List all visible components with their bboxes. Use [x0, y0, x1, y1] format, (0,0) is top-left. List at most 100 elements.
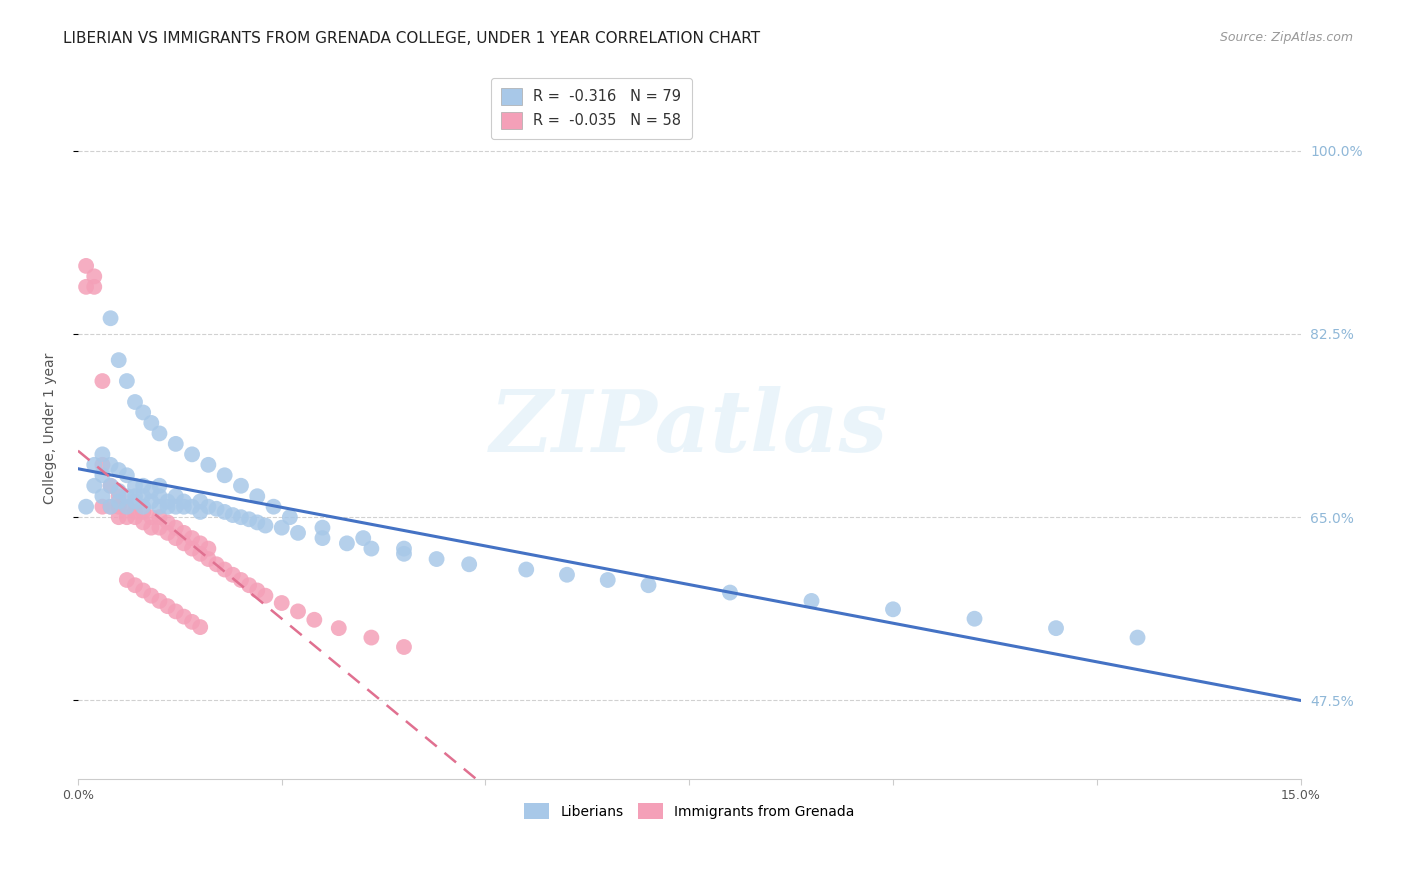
Point — [100, 500, 122, 514]
Point — [515, 562, 537, 576]
Point — [100, 500, 122, 514]
Point — [426, 552, 449, 566]
Point — [132, 583, 155, 598]
Point — [254, 518, 277, 533]
Point — [270, 521, 292, 535]
Point — [115, 500, 138, 514]
Point — [107, 510, 129, 524]
Legend: Liberians, Immigrants from Grenada: Liberians, Immigrants from Grenada — [519, 797, 859, 824]
Point — [132, 479, 155, 493]
Point — [555, 567, 578, 582]
Point — [238, 512, 260, 526]
Point — [637, 578, 659, 592]
Point — [229, 479, 252, 493]
Point — [141, 416, 163, 430]
Point — [75, 500, 97, 514]
Point — [83, 479, 105, 493]
Point — [254, 589, 277, 603]
Point — [458, 558, 481, 572]
Point — [205, 501, 228, 516]
Point — [287, 604, 309, 618]
Point — [100, 479, 122, 493]
Point — [165, 489, 187, 503]
Point — [148, 489, 170, 503]
Point — [124, 489, 146, 503]
Point — [246, 516, 269, 530]
Point — [83, 269, 105, 284]
Point — [214, 505, 236, 519]
Point — [173, 525, 195, 540]
Point — [197, 541, 219, 556]
Point — [718, 585, 741, 599]
Point — [1045, 621, 1067, 635]
Point — [173, 536, 195, 550]
Point — [115, 374, 138, 388]
Point — [141, 589, 163, 603]
Point — [963, 612, 986, 626]
Point — [100, 479, 122, 493]
Point — [229, 573, 252, 587]
Point — [188, 536, 211, 550]
Point — [882, 602, 904, 616]
Point — [141, 521, 163, 535]
Point — [392, 547, 415, 561]
Point — [124, 395, 146, 409]
Point — [238, 578, 260, 592]
Point — [124, 494, 146, 508]
Point — [360, 541, 382, 556]
Point — [124, 505, 146, 519]
Point — [214, 562, 236, 576]
Point — [188, 505, 211, 519]
Point — [148, 500, 170, 514]
Text: ZIPatlas: ZIPatlas — [491, 386, 889, 470]
Point — [270, 596, 292, 610]
Point — [91, 468, 114, 483]
Point — [188, 547, 211, 561]
Point — [214, 468, 236, 483]
Point — [165, 604, 187, 618]
Point — [173, 609, 195, 624]
Point — [392, 640, 415, 654]
Point — [352, 531, 374, 545]
Point — [107, 494, 129, 508]
Point — [328, 621, 350, 635]
Point — [197, 458, 219, 472]
Point — [91, 447, 114, 461]
Point — [165, 531, 187, 545]
Point — [360, 631, 382, 645]
Point — [165, 521, 187, 535]
Point — [115, 489, 138, 503]
Point — [132, 405, 155, 419]
Point — [181, 615, 204, 629]
Point — [156, 516, 179, 530]
Point — [100, 458, 122, 472]
Point — [197, 500, 219, 514]
Point — [800, 594, 823, 608]
Point — [596, 573, 619, 587]
Point — [107, 483, 129, 498]
Point — [181, 531, 204, 545]
Point — [181, 541, 204, 556]
Point — [115, 573, 138, 587]
Point — [132, 500, 155, 514]
Point — [91, 489, 114, 503]
Point — [197, 552, 219, 566]
Point — [107, 500, 129, 514]
Point — [124, 510, 146, 524]
Point — [83, 280, 105, 294]
Point — [246, 489, 269, 503]
Point — [278, 510, 301, 524]
Point — [263, 500, 285, 514]
Point — [156, 525, 179, 540]
Point — [205, 558, 228, 572]
Point — [222, 508, 245, 522]
Point — [132, 489, 155, 503]
Point — [148, 510, 170, 524]
Point — [141, 494, 163, 508]
Point — [165, 500, 187, 514]
Text: LIBERIAN VS IMMIGRANTS FROM GRENADA COLLEGE, UNDER 1 YEAR CORRELATION CHART: LIBERIAN VS IMMIGRANTS FROM GRENADA COLL… — [63, 31, 761, 46]
Point — [336, 536, 359, 550]
Point — [222, 567, 245, 582]
Point — [91, 458, 114, 472]
Point — [115, 510, 138, 524]
